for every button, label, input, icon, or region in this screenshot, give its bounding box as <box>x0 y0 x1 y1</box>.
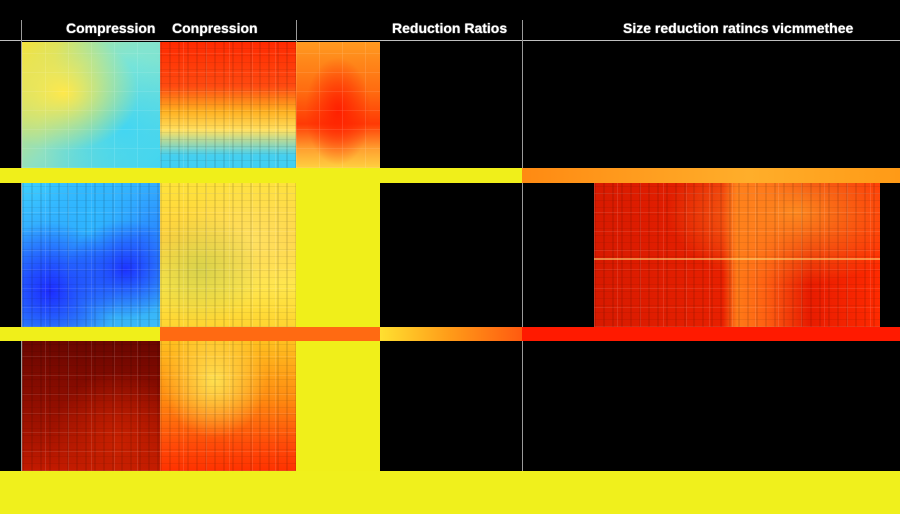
header-label-reduction-ratios: Reduction Ratios <box>392 20 508 36</box>
header-rule-left <box>0 40 296 41</box>
column-divider-1 <box>21 20 22 472</box>
yellow-fill-r2-c3 <box>296 183 380 327</box>
heatmap-r2-c1 <box>22 183 160 327</box>
band-row2-yellow <box>0 327 160 341</box>
heatmap-r2-right <box>594 183 880 327</box>
band-row1-yellow <box>0 168 522 183</box>
heatmap-r1-c1 <box>22 42 160 168</box>
column-divider-3 <box>522 20 523 472</box>
header-label-compression: Compression <box>66 20 156 36</box>
header-rule-right <box>296 40 900 41</box>
heatmap-r1-c2 <box>160 42 296 168</box>
heatmap-r1-c3 <box>296 42 380 168</box>
band-bottom-yellow <box>0 471 900 514</box>
yellow-fill-r3-c3 <box>296 341 380 471</box>
header-label-size-reduction: Size reduction ratincs vicmmethee <box>623 20 854 36</box>
band-row2-gradient <box>380 327 522 341</box>
band-row2-orange <box>160 327 380 341</box>
header-label-conpression: Conpression <box>172 20 258 36</box>
heatmap-r2-c2 <box>160 183 296 327</box>
heatmap-r3-c1 <box>22 341 160 471</box>
band-row1-orange <box>522 168 900 183</box>
column-divider-2 <box>296 20 297 42</box>
band-row2-red <box>522 327 900 341</box>
heatmap-r3-c2 <box>160 341 296 471</box>
